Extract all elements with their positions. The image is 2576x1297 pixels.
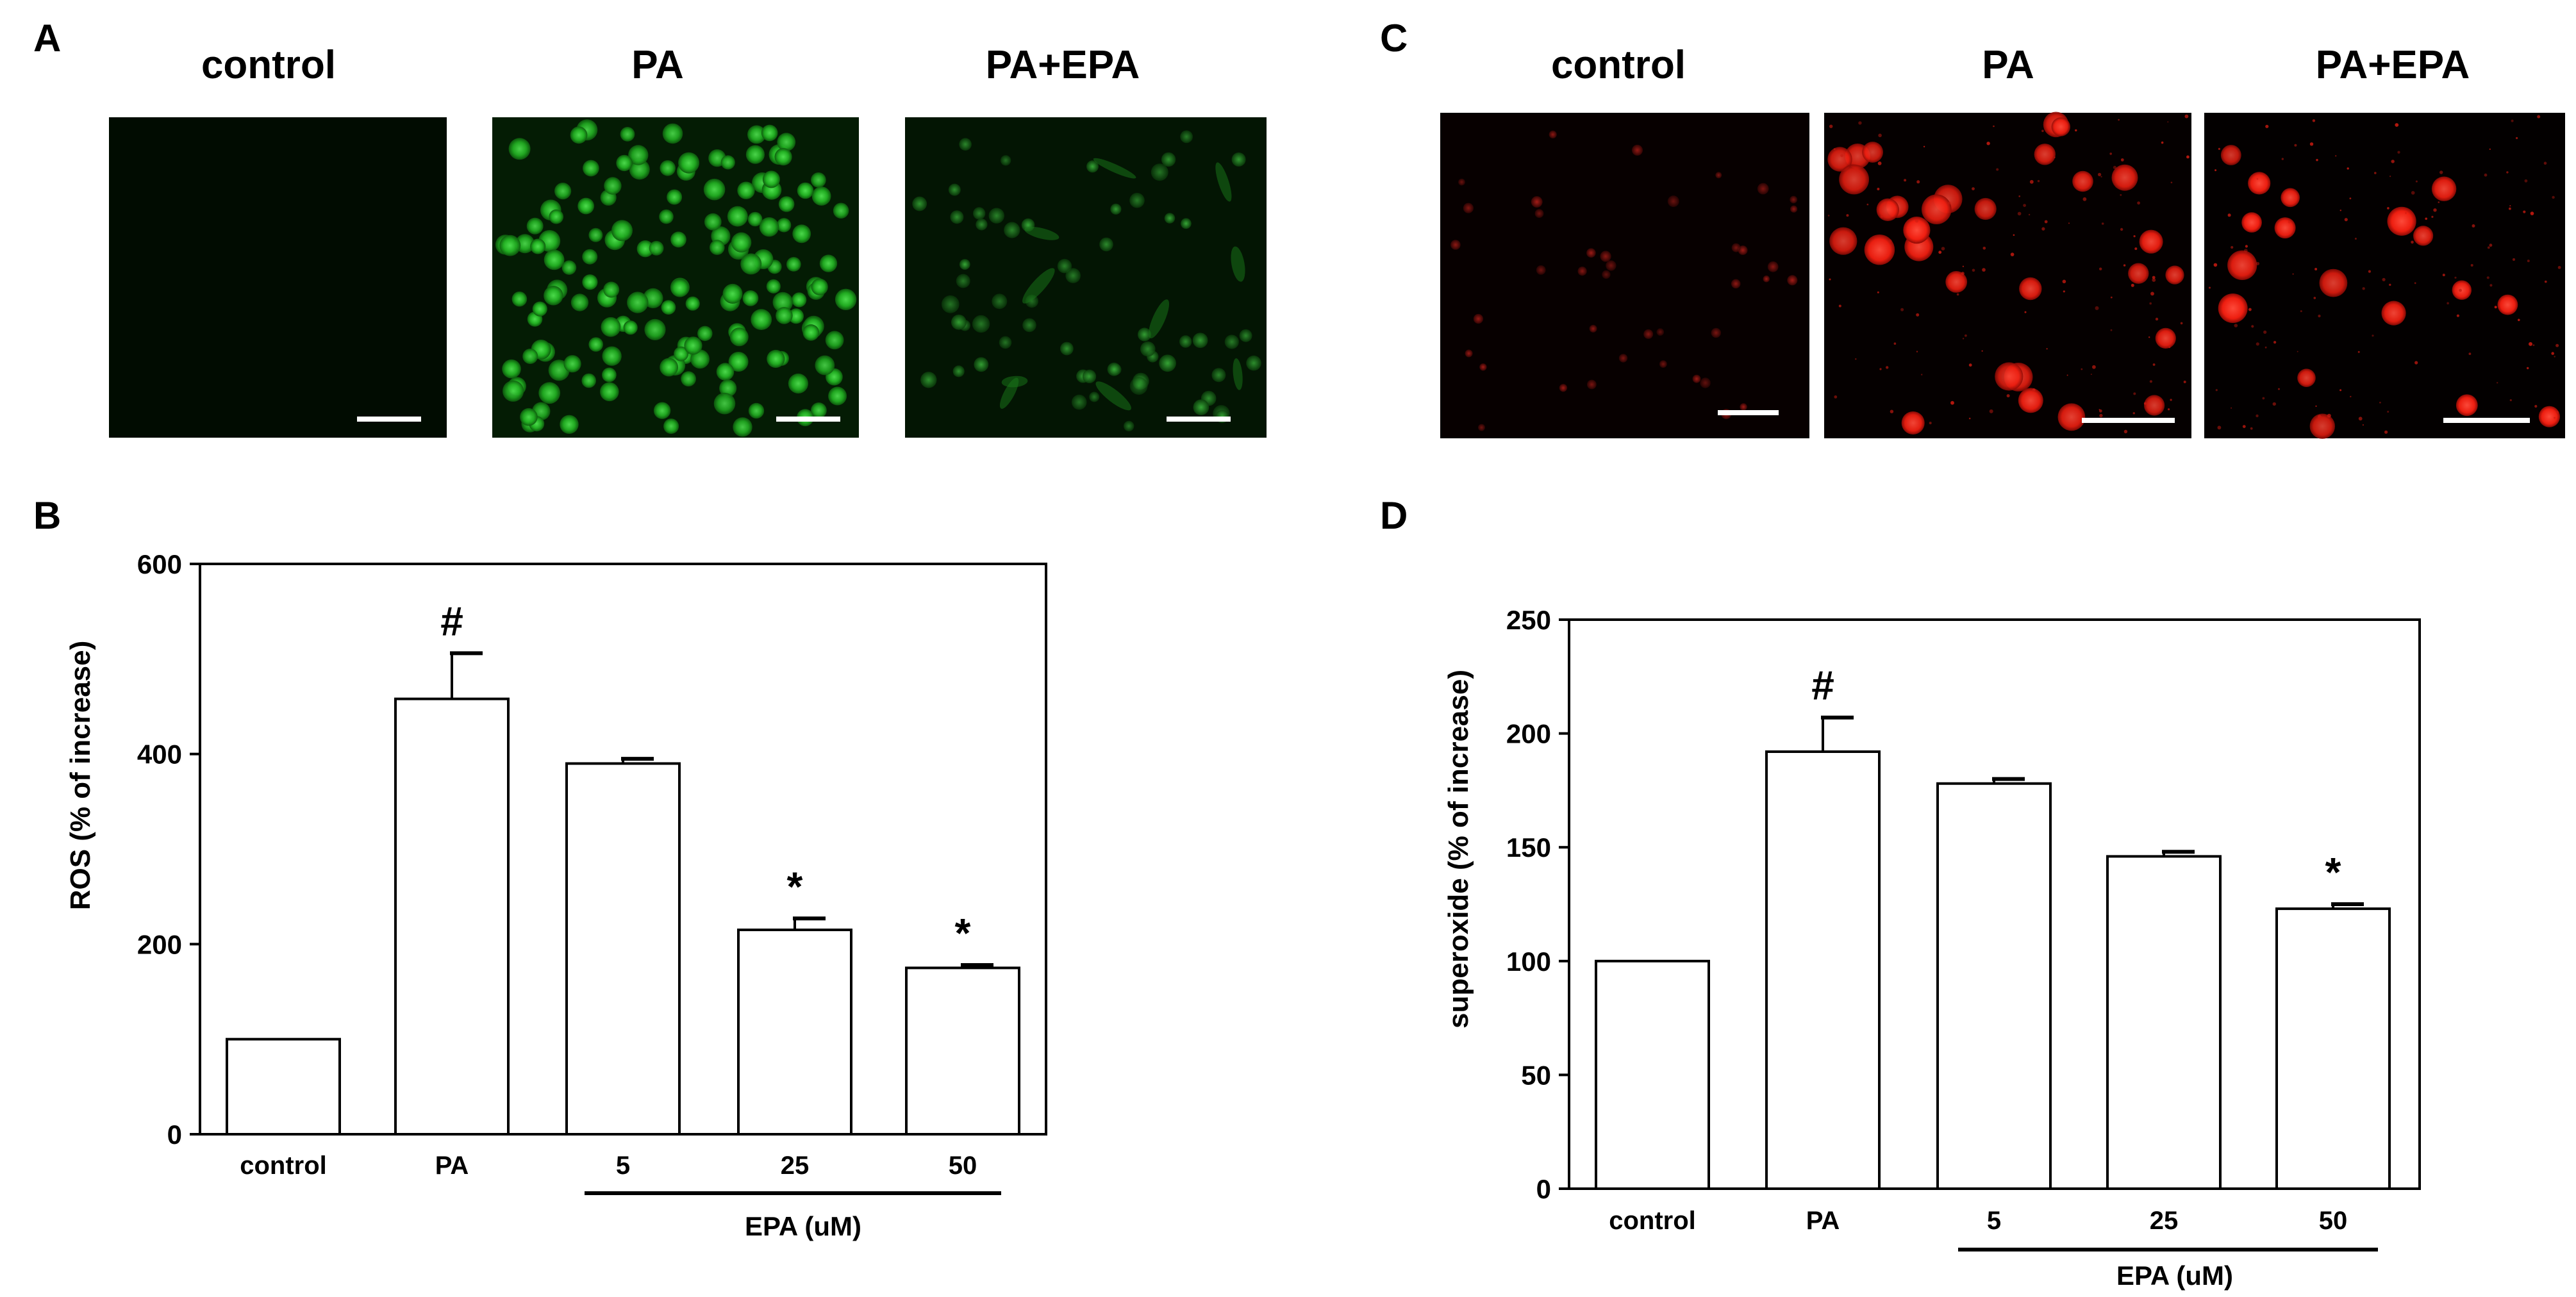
red-pa-epa-micrograph-scale-bar: [2443, 418, 2530, 423]
chart-superoxide: superoxide (% of increase) EPA (uM) 0 50 1…: [1443, 605, 2421, 1291]
green-pa-epa-micrograph-scale-bar: [1167, 417, 1231, 422]
superoxide-bar: [1765, 750, 1881, 1190]
ros-x-tick-label: 5: [616, 1152, 630, 1180]
superoxide-bar-group: [2275, 902, 2391, 1190]
ros-bar: [394, 697, 510, 1136]
superoxide-group-label: EPA (uM): [2116, 1260, 2233, 1291]
superoxide-y-tick-label: 200: [1506, 719, 1551, 749]
ros-x-tick-label: control: [240, 1152, 327, 1180]
superoxide-significance-marker: #: [1811, 663, 1834, 709]
green-title-pa-epa: PA+EPA: [986, 43, 1140, 87]
green-title-pa: PA: [631, 43, 684, 87]
superoxide-bar: [2275, 907, 2391, 1190]
green-pa-micrograph-scale-bar: [776, 417, 840, 422]
green-title-control: control: [201, 43, 336, 87]
ros-significance-marker: #: [440, 598, 463, 644]
superoxide-x-tick-label: 50: [2319, 1207, 2348, 1235]
ros-x-tick-label: 50: [949, 1152, 977, 1180]
ros-x-tick-label: PA: [435, 1152, 469, 1180]
superoxide-y-tick-label: 100: [1506, 946, 1551, 977]
panel-label-c: C: [1380, 17, 1408, 60]
ros-y-tick-label: 200: [137, 929, 182, 959]
ros-y-tick-label: 0: [167, 1119, 182, 1150]
ros-y-axis-label: ROS (% of increase): [65, 641, 96, 911]
red-pa-micrograph: [1824, 112, 2191, 438]
superoxide-bar-group: [2106, 850, 2222, 1190]
ros-group-label: EPA (uM): [745, 1211, 861, 1241]
superoxide-significance-marker: *: [2325, 849, 2341, 895]
ros-bar-group: [565, 757, 681, 1136]
superoxide-x-tick-label: PA: [1806, 1207, 1840, 1235]
superoxide-bar-group: [1936, 777, 2052, 1190]
superoxide-bar: [1936, 782, 2052, 1190]
superoxide-x-tick-label: 5: [1987, 1207, 2001, 1235]
ros-y-tick-label: 400: [137, 739, 182, 770]
ros-significance-marker: *: [955, 910, 971, 956]
red-pa-micrograph-scale-bar: [2082, 418, 2175, 423]
ros-bar: [737, 929, 852, 1136]
ros-y-tick-label: 600: [137, 549, 182, 579]
superoxide-y-tick-label: 150: [1506, 832, 1551, 863]
ros-bar: [565, 762, 681, 1136]
green-control-micrograph-scale-bar: [357, 417, 421, 422]
superoxide-x-tick-label: 25: [2150, 1207, 2179, 1235]
superoxide-bar: [2106, 855, 2222, 1190]
red-control-micrograph: [1440, 113, 1809, 438]
ros-bar-group: [737, 916, 852, 1136]
panel-label-d: D: [1380, 494, 1408, 537]
green-control-micrograph: [109, 117, 447, 438]
green-pa-micrograph: [492, 117, 859, 438]
superoxide-y-tick-label: 250: [1506, 605, 1551, 635]
red-control-micrograph-scale-bar: [1718, 410, 1779, 415]
superoxide-y-tick-label: 50: [1521, 1060, 1551, 1090]
ros-bar-group: [226, 1037, 341, 1136]
panel-label-b: B: [33, 494, 61, 537]
ros-bar-group: [905, 962, 1020, 1136]
green-pa-epa-micrograph: [905, 117, 1267, 438]
micrograph-layer: [109, 112, 2565, 439]
chart-ros: ROS (% of increase) EPA (uM) 0 200 400 600 c…: [65, 549, 1047, 1241]
panel-label-a: A: [33, 17, 61, 60]
ros-bar: [905, 966, 1020, 1136]
superoxide-bar-group: [1595, 959, 1710, 1191]
superoxide-bar-group: [1765, 715, 1881, 1190]
superoxide-bar: [1595, 959, 1710, 1191]
ros-bar-group: [394, 651, 510, 1136]
red-title-pa-epa: PA+EPA: [2316, 43, 2470, 87]
red-pa-epa-micrograph: [2204, 113, 2565, 439]
superoxide-y-tick-label: 0: [1536, 1174, 1551, 1204]
superoxide-x-tick-label: control: [1609, 1207, 1696, 1235]
red-title-pa: PA: [1982, 43, 2034, 87]
superoxide-y-axis-label: superoxide (% of increase): [1443, 670, 1474, 1029]
ros-significance-marker: *: [787, 863, 803, 909]
ros-x-tick-label: 25: [781, 1152, 810, 1180]
ros-bar: [226, 1037, 341, 1136]
red-title-control: control: [1551, 43, 1686, 87]
